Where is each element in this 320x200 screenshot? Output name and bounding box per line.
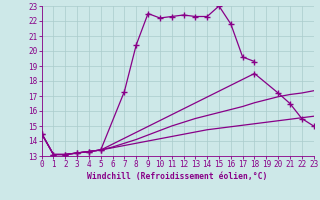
X-axis label: Windchill (Refroidissement éolien,°C): Windchill (Refroidissement éolien,°C) bbox=[87, 172, 268, 181]
